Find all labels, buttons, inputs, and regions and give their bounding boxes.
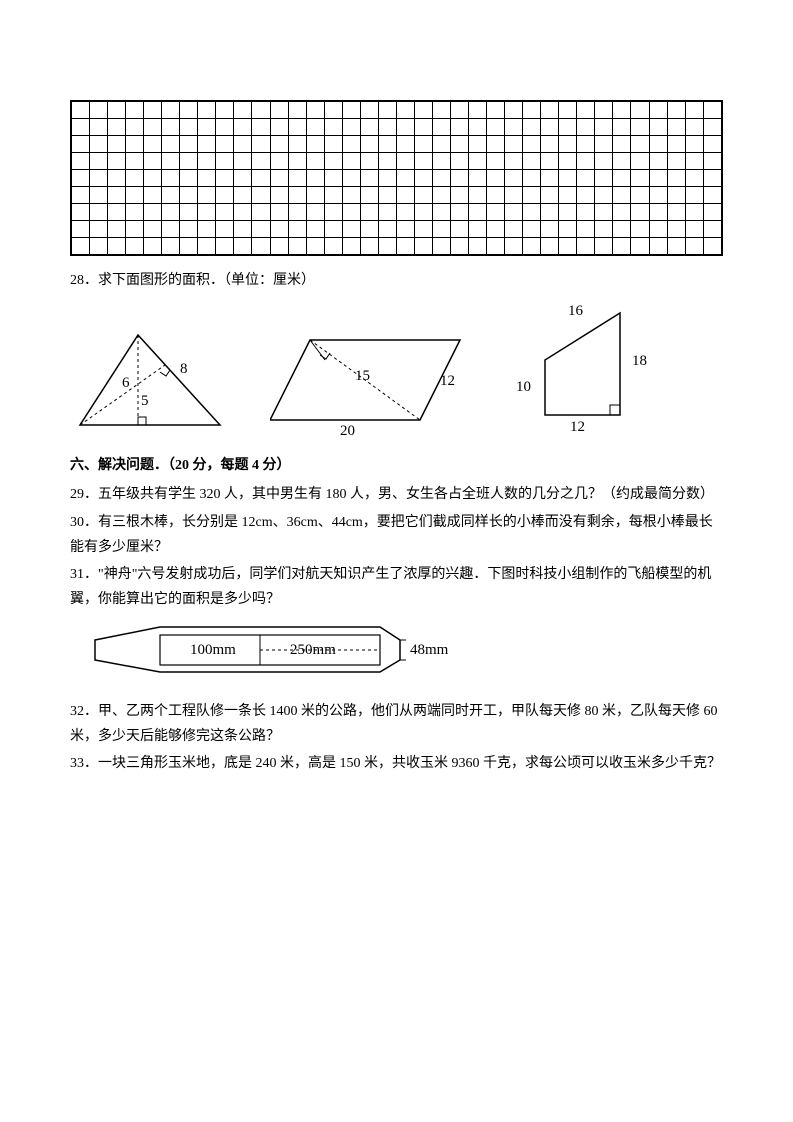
wing-label-250: 250mm	[290, 642, 336, 658]
q30-text: 30．有三根木棒，长分别是 12cm、36cm、44cm，要把它们截成同样长的小…	[70, 510, 723, 560]
triangle-figure: 6 5 8	[70, 325, 230, 435]
triangle-label-6: 6	[122, 375, 130, 391]
para-label-15: 15	[355, 368, 370, 384]
trap-label-16: 16	[568, 305, 584, 319]
triangle-label-5: 5	[141, 393, 149, 409]
grid-table	[71, 101, 722, 255]
q28-text: 28．求下面图形的面积．（单位：厘米）	[70, 268, 723, 293]
wing-label-48: 48mm	[410, 642, 449, 658]
q32-text: 32．甲、乙两个工程队修一条长 1400 米的公路，他们从两端同时开工，甲队每天…	[70, 699, 723, 749]
q29-text: 29．五年级共有学生 320 人，其中男生有 180 人，男、女生各占全班人数的…	[70, 482, 723, 507]
q28-figures: 6 5 8 15 12 20 16 18 10 12	[70, 305, 723, 435]
trap-label-12: 12	[570, 419, 585, 435]
wing-label-100: 100mm	[190, 642, 236, 658]
para-label-12: 12	[440, 373, 455, 389]
wing-figure-wrap: 100mm 250mm 48mm	[90, 622, 723, 686]
q31-text: 31．"神舟"六号发射成功后，同学们对航天知识产生了浓厚的兴趣．下图时科技小组制…	[70, 562, 723, 612]
parallelogram-figure: 15 12 20	[270, 325, 470, 435]
trap-label-18: 18	[632, 353, 647, 369]
trap-label-10: 10	[516, 379, 531, 395]
triangle-label-8: 8	[180, 361, 188, 377]
wing-figure: 100mm 250mm 48mm	[90, 622, 460, 677]
q33-text: 33．一块三角形玉米地，底是 240 米，高是 150 米，共收玉米 9360 …	[70, 751, 723, 776]
section6-title: 六、解决问题．（20 分，每题 4 分）	[70, 453, 723, 478]
answer-grid	[70, 100, 723, 256]
trapezoid-figure: 16 18 10 12	[510, 305, 660, 435]
para-label-20: 20	[340, 423, 355, 435]
